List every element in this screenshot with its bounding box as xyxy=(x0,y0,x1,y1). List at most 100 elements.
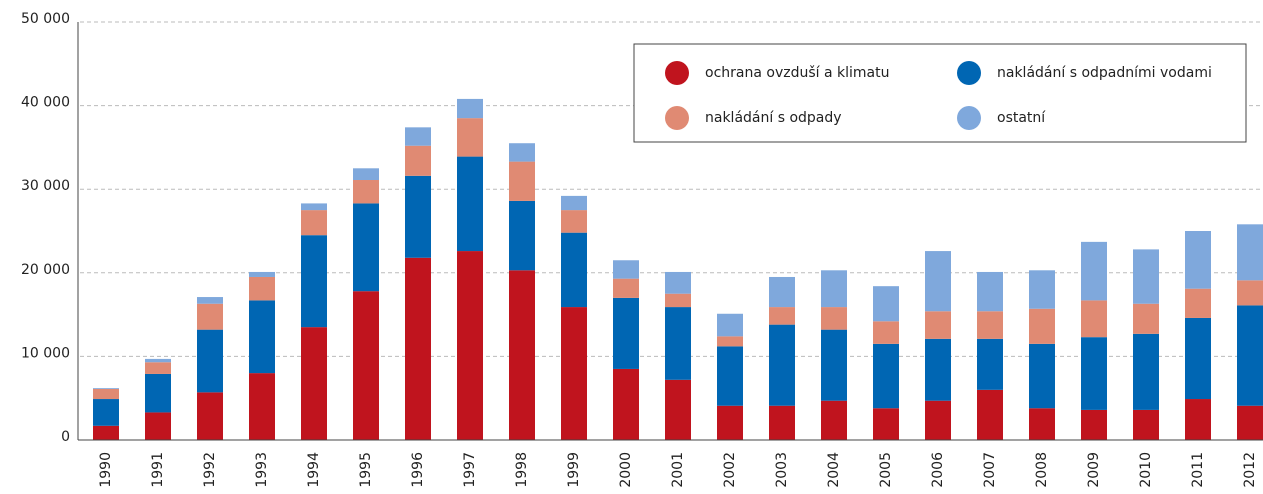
bar-segment xyxy=(509,200,535,271)
bar-segment xyxy=(1029,343,1055,409)
x-tick-label: 1991 xyxy=(150,452,166,488)
x-tick-label: 1993 xyxy=(254,452,270,488)
legend-label: nakládání s odpadními vodami xyxy=(997,65,1212,81)
bar-segment xyxy=(717,336,743,347)
bar-segment xyxy=(1133,409,1159,440)
bar-segment xyxy=(405,127,431,146)
bar-segment xyxy=(197,297,223,304)
bar-segment xyxy=(665,271,691,294)
x-tick-label: 1990 xyxy=(98,452,114,488)
bar-segment xyxy=(821,307,847,330)
bar-segment xyxy=(561,210,587,233)
bar-segment xyxy=(301,210,327,236)
x-tick-label: 1999 xyxy=(566,452,582,488)
bar-segment xyxy=(769,307,795,325)
x-tick-label: 2008 xyxy=(1034,452,1050,488)
x-tick-label: 1998 xyxy=(514,452,530,488)
bar-segment xyxy=(1081,337,1107,410)
bar-segment xyxy=(977,389,1003,440)
bar-segment xyxy=(717,313,743,337)
bar-segment xyxy=(717,405,743,440)
bar-segment xyxy=(457,251,483,440)
bar-segment xyxy=(197,329,223,393)
bar-segment xyxy=(1133,249,1159,304)
bar-segment xyxy=(561,195,587,211)
bar-segment xyxy=(1185,317,1211,400)
bar-segment xyxy=(353,180,379,204)
x-tick-label: 1995 xyxy=(358,452,374,488)
bar-segment xyxy=(301,327,327,440)
x-tick-label: 1997 xyxy=(462,452,478,488)
bar-segment xyxy=(93,389,119,400)
bar-segment xyxy=(665,379,691,440)
bar-segment xyxy=(1185,288,1211,318)
bar-segment xyxy=(1133,333,1159,410)
y-tick-label: 0 xyxy=(61,429,70,445)
bar-segment xyxy=(249,373,275,440)
y-tick-label: 50 000 xyxy=(21,11,70,27)
bar-segment xyxy=(873,408,899,440)
bar-segment xyxy=(405,175,431,258)
bar-segment xyxy=(1081,300,1107,338)
bar-segment xyxy=(1029,308,1055,344)
bar-segment xyxy=(249,271,275,277)
y-tick-label: 20 000 xyxy=(21,262,70,278)
bar-segment xyxy=(561,307,587,440)
bar-segment xyxy=(1237,280,1263,306)
bar-segment xyxy=(821,329,847,401)
bar-segment xyxy=(1029,270,1055,309)
legend-marker xyxy=(957,106,981,130)
bar-segment xyxy=(665,307,691,380)
bar-segment xyxy=(93,388,119,390)
x-tick-label: 2010 xyxy=(1138,452,1154,488)
bar-segment xyxy=(925,400,951,440)
bar-segment xyxy=(613,278,639,298)
bar-segment xyxy=(509,143,535,162)
x-tick-label: 2007 xyxy=(982,452,998,488)
y-tick-label: 40 000 xyxy=(21,95,70,111)
x-tick-label: 2002 xyxy=(722,452,738,488)
bar-segment xyxy=(613,297,639,369)
bar-segment xyxy=(457,98,483,119)
bar-segment xyxy=(353,291,379,440)
bar-segment xyxy=(509,270,535,440)
legend-box xyxy=(633,43,1247,143)
bar-segment xyxy=(769,405,795,440)
bar-segment xyxy=(1237,305,1263,406)
bar-segment xyxy=(405,145,431,176)
bar-segment xyxy=(93,425,119,440)
x-tick-label: 2000 xyxy=(618,452,634,488)
bar-segment xyxy=(457,156,483,252)
bar-segment xyxy=(977,311,1003,339)
x-tick-label: 2012 xyxy=(1242,452,1258,488)
bar-segment xyxy=(1237,405,1263,440)
x-tick-label: 2004 xyxy=(826,452,842,488)
bar-segment xyxy=(613,260,639,279)
bar-segment xyxy=(873,321,899,344)
bar-segment xyxy=(1185,231,1211,289)
x-tick-label: 1996 xyxy=(410,452,426,488)
bar-segment xyxy=(509,161,535,201)
legend-label: ochrana ovzduší a klimatu xyxy=(705,65,889,81)
bar-segment xyxy=(249,276,275,301)
x-tick-label: 2003 xyxy=(774,452,790,488)
bar-segment xyxy=(613,368,639,440)
x-tick-label: 1994 xyxy=(306,452,322,488)
bar-segment xyxy=(1081,409,1107,440)
bar-segment xyxy=(353,168,379,181)
x-tick-label: 2001 xyxy=(670,452,686,488)
bar-segment xyxy=(197,392,223,440)
bar-segment xyxy=(353,203,379,292)
bar-segment xyxy=(821,400,847,440)
legend-marker xyxy=(957,61,981,85)
bar-segment xyxy=(301,235,327,328)
x-tick-label: 2009 xyxy=(1086,452,1102,488)
y-tick-label: 10 000 xyxy=(21,345,70,361)
bar-segment xyxy=(145,373,171,413)
bar-segment xyxy=(145,362,171,374)
legend-label: nakládání s odpady xyxy=(705,110,842,126)
y-tick-label: 30 000 xyxy=(21,178,70,194)
x-tick-label: 2011 xyxy=(1190,452,1206,488)
x-tick-label: 1992 xyxy=(202,452,218,488)
